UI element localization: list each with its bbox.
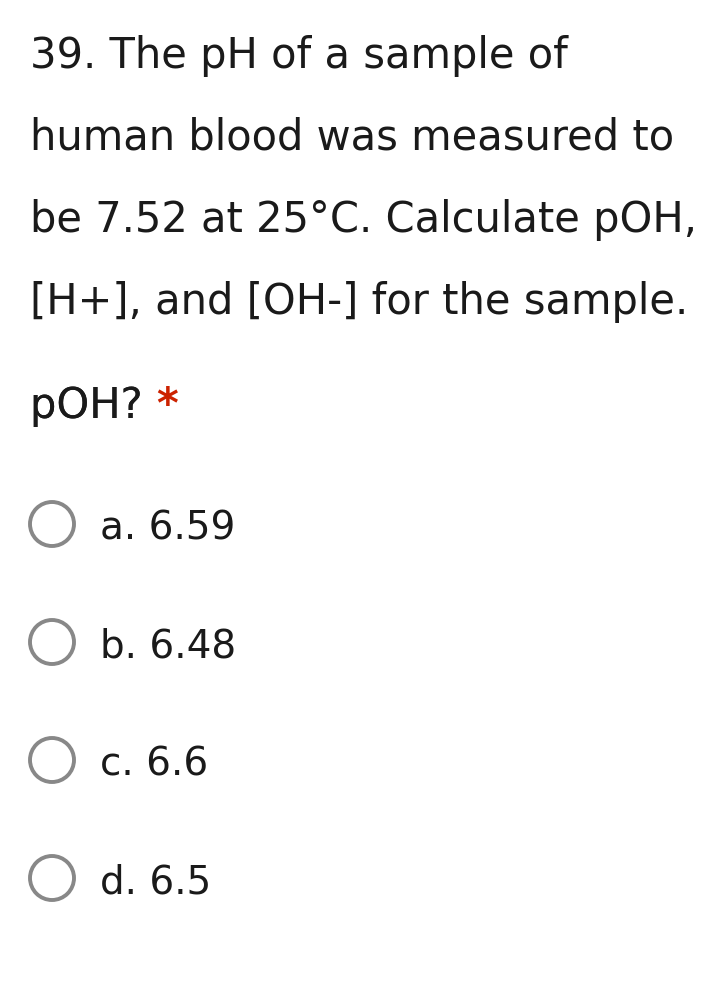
Text: 39. The pH of a sample of: 39. The pH of a sample of bbox=[30, 35, 568, 77]
Text: d. 6.5: d. 6.5 bbox=[100, 864, 211, 902]
Text: pOH?: pOH? bbox=[30, 385, 156, 427]
Text: a. 6.59: a. 6.59 bbox=[100, 510, 235, 548]
Text: pOH?: pOH? bbox=[30, 385, 156, 427]
Text: human blood was measured to: human blood was measured to bbox=[30, 117, 674, 159]
Text: [H+], and [OH-] for the sample.: [H+], and [OH-] for the sample. bbox=[30, 281, 688, 323]
Text: be 7.52 at 25°C. Calculate pOH,: be 7.52 at 25°C. Calculate pOH, bbox=[30, 199, 697, 241]
Text: c. 6.6: c. 6.6 bbox=[100, 746, 208, 784]
Text: *: * bbox=[156, 385, 178, 427]
Text: b. 6.48: b. 6.48 bbox=[100, 628, 236, 666]
